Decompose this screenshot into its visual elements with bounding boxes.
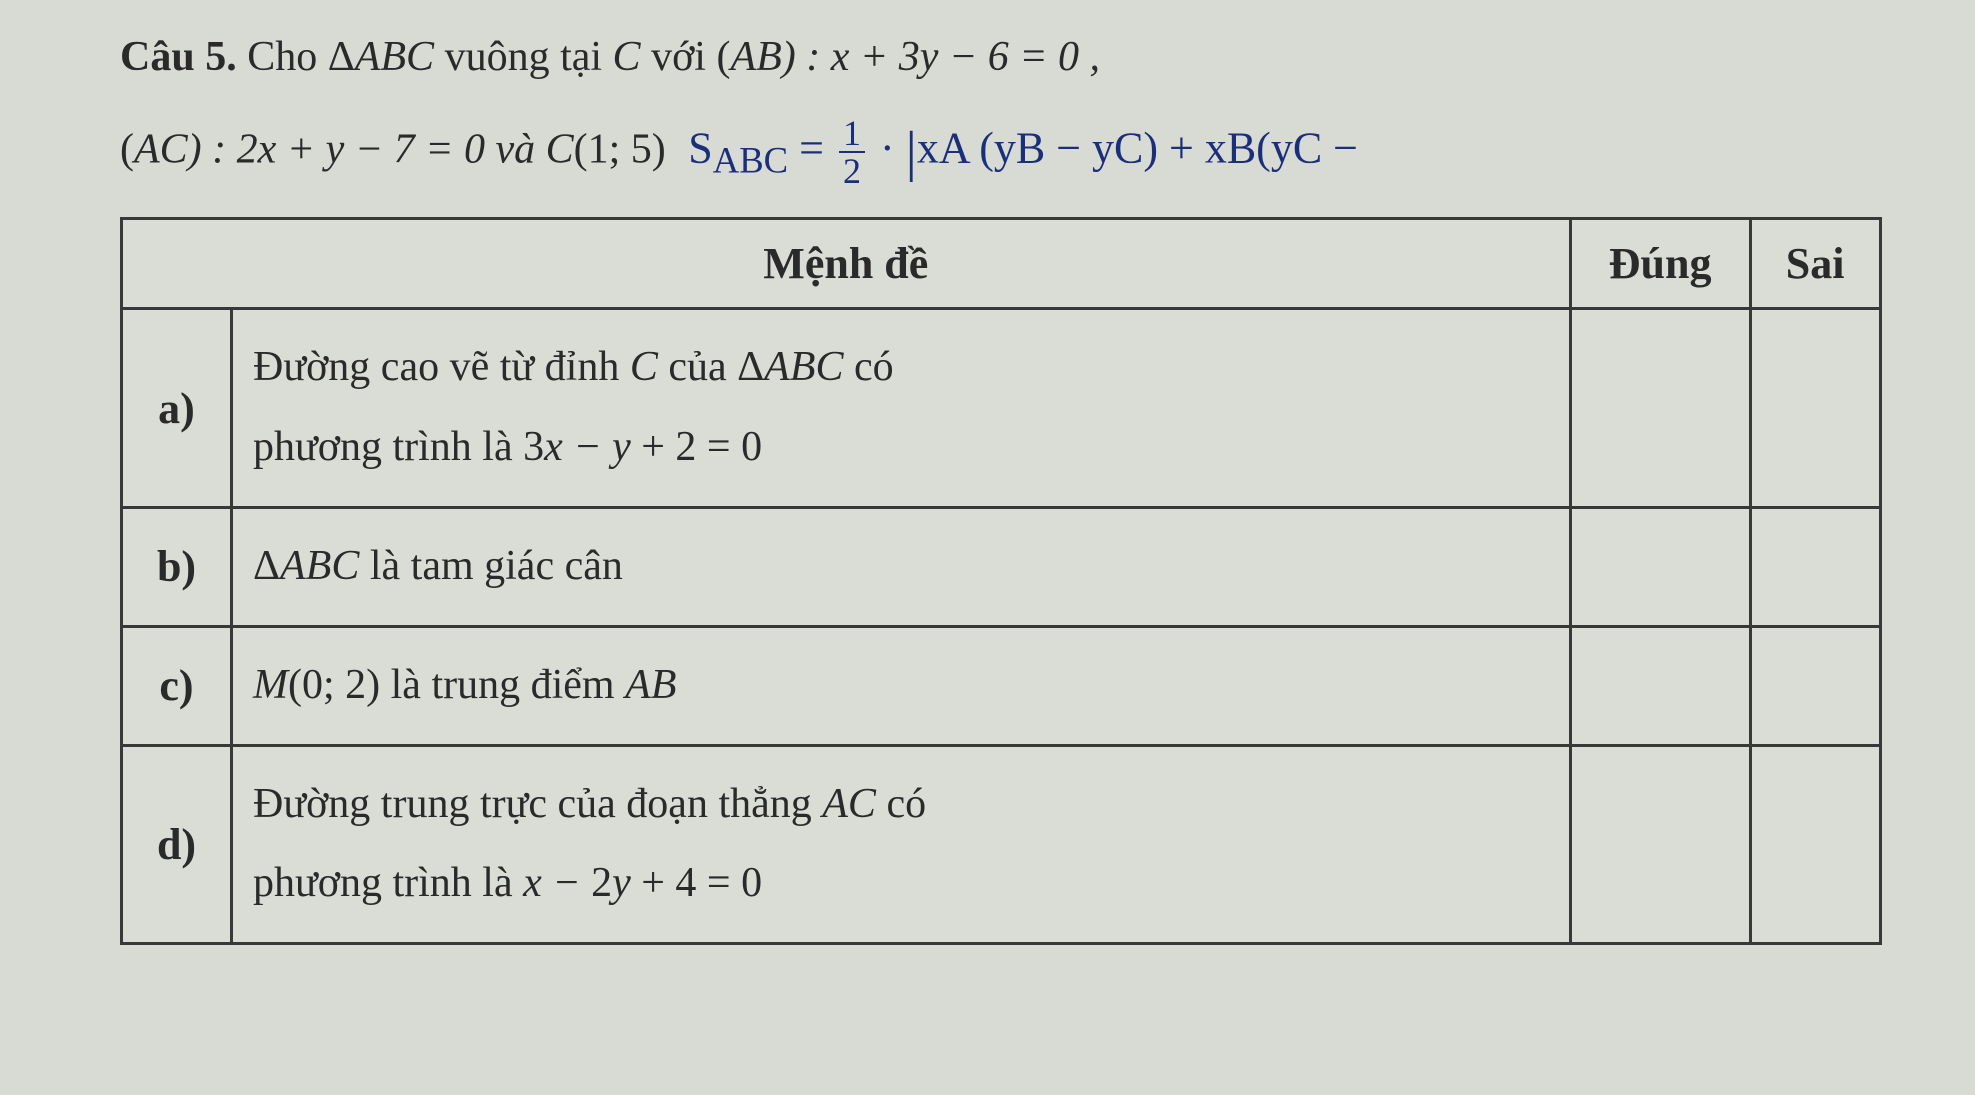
header-true: Đúng [1570, 219, 1750, 309]
hand-S: S [688, 123, 712, 172]
statement-c: M(0; 2) là trung điểm AB [232, 626, 1571, 745]
truefalse-table: Mệnh đề Đúng Sai a) Đường cao vẽ từ đỉnh… [120, 217, 1882, 945]
eq-AB: ) : x + 3y − 6 = 0 , [782, 34, 1100, 80]
handwritten-formula: SABC = 12 · |xA (yB − yC) + xB(yC − [688, 102, 1358, 203]
table-header-row: Mệnh đề Đúng Sai [122, 219, 1881, 309]
frac-den: 2 [839, 153, 865, 189]
text-voi: với ( [641, 34, 731, 80]
table-row: b) ΔABC là tam giác cân [122, 507, 1881, 626]
eq-AC: ) : 2x + y − 7 = 0 và [188, 126, 546, 172]
header-statement: Mệnh đề [122, 219, 1571, 309]
check-d-false[interactable] [1750, 745, 1880, 944]
hand-dot: · [869, 123, 906, 172]
table-row: d) Đường trung trực của đoạn thẳng AC có… [122, 745, 1881, 944]
paren-open: ( [120, 126, 134, 172]
check-d-true[interactable] [1570, 745, 1750, 944]
fraction-half: 12 [839, 115, 865, 189]
check-a-false[interactable] [1750, 309, 1880, 508]
check-b-true[interactable] [1570, 507, 1750, 626]
text-cho: Cho Δ [247, 34, 355, 80]
row-label-d: d) [122, 745, 232, 944]
abs-bar: | [906, 121, 917, 183]
statement-a: Đường cao vẽ từ đỉnh C của ΔABC có phươn… [232, 309, 1571, 508]
math-C1: C [546, 126, 574, 172]
point-C: (1; 5) [574, 126, 666, 172]
question-label: Câu 5. [120, 34, 237, 80]
text-vuong-tai: vuông tại [434, 34, 612, 80]
check-c-true[interactable] [1570, 626, 1750, 745]
math-C: C [613, 34, 641, 80]
question-line-2: (AC) : 2x + y − 7 = 0 và C(1; 5) SABC = … [120, 102, 1895, 203]
question-header: Câu 5. Cho ΔABC vuông tại C với (AB) : x… [100, 20, 1935, 202]
math-AC: AC [134, 126, 188, 172]
hand-eq: = [788, 123, 835, 172]
math-abc: ABC [355, 34, 434, 80]
hand-sub: ABC [713, 139, 788, 180]
statement-b: ΔABC là tam giác cân [232, 507, 1571, 626]
row-label-c: c) [122, 626, 232, 745]
check-b-false[interactable] [1750, 507, 1880, 626]
row-label-a: a) [122, 309, 232, 508]
check-c-false[interactable] [1750, 626, 1880, 745]
table-row: a) Đường cao vẽ từ đỉnh C của ΔABC có ph… [122, 309, 1881, 508]
hand-rhs: xA (yB − yC) + xB(yC − [917, 123, 1358, 172]
check-a-true[interactable] [1570, 309, 1750, 508]
frac-num: 1 [839, 115, 865, 153]
statement-d: Đường trung trực của đoạn thẳng AC có ph… [232, 745, 1571, 944]
math-AB: AB [730, 34, 781, 80]
question-line-1: Câu 5. Cho ΔABC vuông tại C với (AB) : x… [120, 20, 1895, 96]
row-label-b: b) [122, 507, 232, 626]
table-row: c) M(0; 2) là trung điểm AB [122, 626, 1881, 745]
header-false: Sai [1750, 219, 1880, 309]
